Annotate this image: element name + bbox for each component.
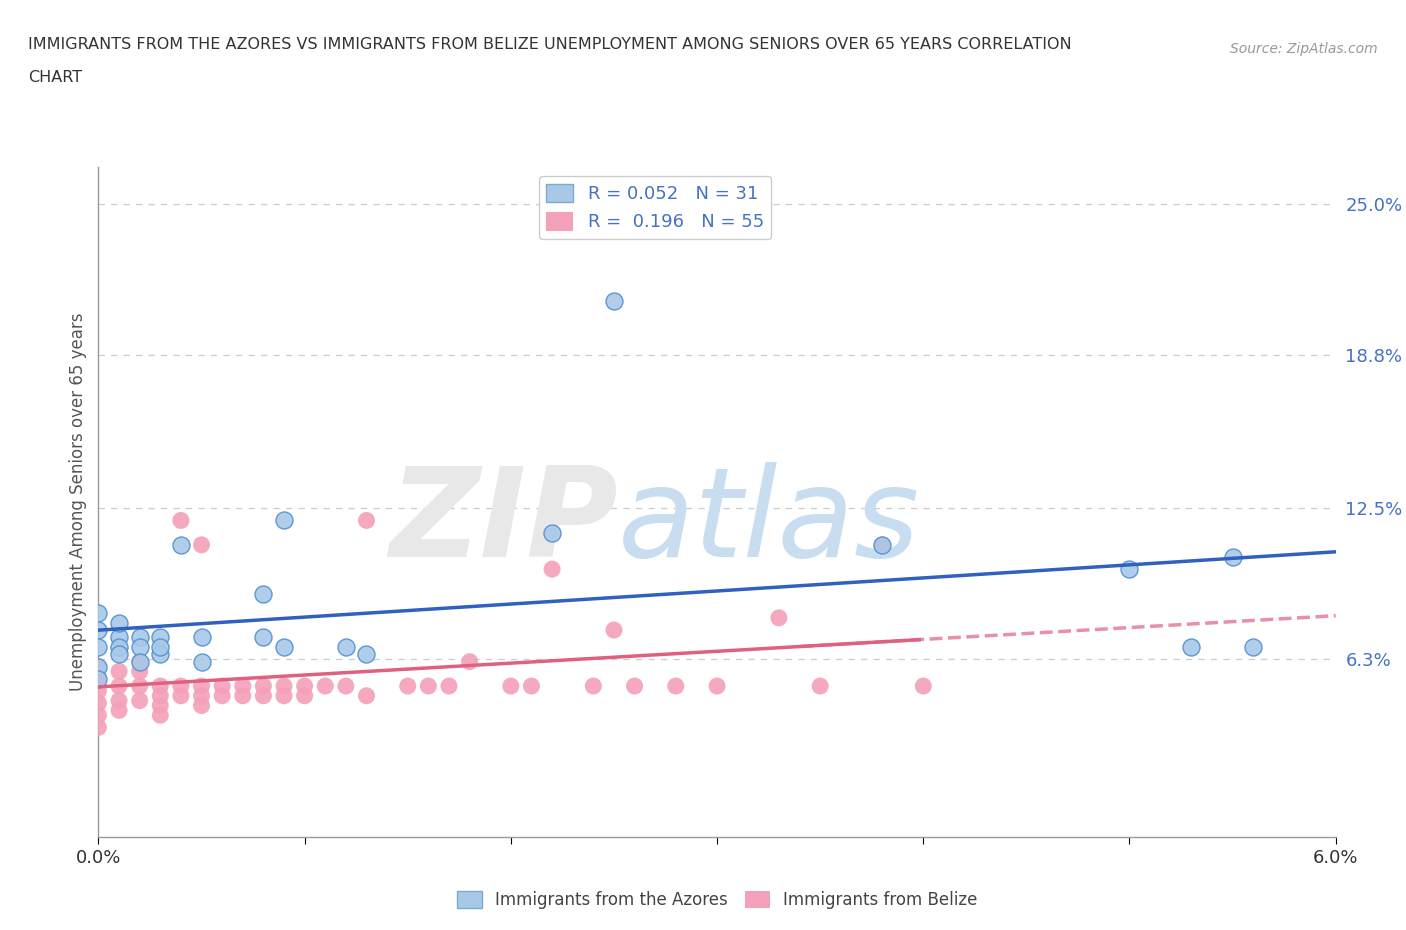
Point [870, 538, 893, 552]
Point [108, 647, 131, 662]
Point [149, 679, 172, 694]
Point [252, 679, 274, 694]
Point [128, 640, 150, 655]
Point [335, 640, 357, 655]
Point [706, 679, 728, 694]
Text: ZIP: ZIP [389, 462, 619, 583]
Point [520, 679, 543, 694]
Point [665, 679, 688, 694]
Point [87, 720, 110, 735]
Point [149, 698, 172, 713]
Point [108, 679, 131, 694]
Point [252, 586, 274, 601]
Point [149, 688, 172, 703]
Point [87, 622, 110, 637]
Point [190, 654, 212, 669]
Point [623, 679, 645, 694]
Point [149, 708, 172, 723]
Point [232, 688, 254, 703]
Point [87, 659, 110, 674]
Point [190, 698, 212, 713]
Point [128, 630, 150, 644]
Point [170, 513, 193, 528]
Point [149, 647, 172, 662]
Point [128, 679, 150, 694]
Point [87, 708, 110, 723]
Point [356, 647, 378, 662]
Point [108, 664, 131, 679]
Point [458, 654, 481, 669]
Text: IMMIGRANTS FROM THE AZORES VS IMMIGRANTS FROM BELIZE UNEMPLOYMENT AMONG SENIORS : IMMIGRANTS FROM THE AZORES VS IMMIGRANTS… [28, 37, 1071, 52]
Point [1180, 640, 1202, 655]
Point [396, 679, 419, 694]
Point [273, 640, 295, 655]
Point [808, 679, 831, 694]
Text: Source: ZipAtlas.com: Source: ZipAtlas.com [1230, 42, 1378, 56]
Point [252, 630, 274, 644]
Point [541, 562, 564, 577]
Point [87, 696, 110, 711]
Point [870, 538, 893, 552]
Point [108, 630, 131, 644]
Point [128, 664, 150, 679]
Point [190, 538, 212, 552]
Point [1222, 550, 1244, 565]
Point [437, 679, 460, 694]
Point [87, 659, 110, 674]
Point [108, 703, 131, 718]
Point [1241, 640, 1264, 655]
Point [418, 679, 440, 694]
Point [211, 679, 233, 694]
Point [128, 654, 150, 669]
Point [149, 640, 172, 655]
Legend: Immigrants from the Azores, Immigrants from Belize: Immigrants from the Azores, Immigrants f… [450, 884, 984, 916]
Point [294, 688, 316, 703]
Point [190, 679, 212, 694]
Y-axis label: Unemployment Among Seniors over 65 years: Unemployment Among Seniors over 65 years [69, 313, 87, 691]
Point [190, 630, 212, 644]
Point [170, 538, 193, 552]
Text: CHART: CHART [28, 70, 82, 85]
Text: atlas: atlas [619, 462, 920, 583]
Point [108, 640, 131, 655]
Point [768, 610, 790, 625]
Point [87, 671, 110, 686]
Point [149, 630, 172, 644]
Point [128, 693, 150, 708]
Point [582, 679, 605, 694]
Point [170, 679, 193, 694]
Point [314, 679, 336, 694]
Point [87, 684, 110, 698]
Point [87, 671, 110, 686]
Point [294, 679, 316, 694]
Point [273, 688, 295, 703]
Point [108, 693, 131, 708]
Point [87, 640, 110, 655]
Point [232, 679, 254, 694]
Point [108, 616, 131, 631]
Point [190, 688, 212, 703]
Point [541, 525, 564, 540]
Point [273, 679, 295, 694]
Point [603, 622, 626, 637]
Point [273, 513, 295, 528]
Point [170, 688, 193, 703]
Point [252, 688, 274, 703]
Point [211, 688, 233, 703]
Point [356, 688, 378, 703]
Point [912, 679, 935, 694]
Point [356, 513, 378, 528]
Point [335, 679, 357, 694]
Point [87, 605, 110, 620]
Point [1118, 562, 1140, 577]
Point [499, 679, 522, 694]
Point [603, 294, 626, 309]
Point [128, 654, 150, 669]
